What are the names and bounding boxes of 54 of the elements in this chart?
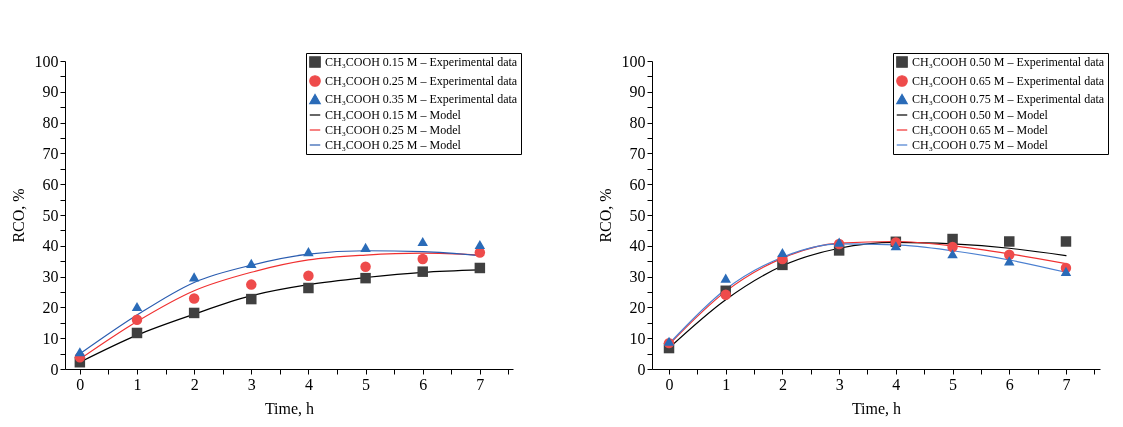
y-axis-title: RCO, %: [596, 188, 614, 243]
x-tick-label: 2: [778, 375, 787, 393]
y-tick-label: 0: [50, 360, 59, 378]
x-tick-label: 3: [835, 375, 844, 393]
x-tick-label: 5: [362, 375, 371, 393]
legend-label: CH₃COOH 0.25 M – Model: [325, 138, 462, 152]
y-tick-label: 80: [42, 114, 59, 132]
y-tick-label: 80: [629, 114, 646, 132]
y-tick-label: 50: [42, 206, 59, 224]
y-tick-label: 30: [42, 268, 59, 286]
y-tick-label: 20: [42, 298, 59, 316]
x-axis-title: Time, h: [264, 399, 315, 417]
legend-label: CH₃COOH 0.65 M – Experimental data: [912, 74, 1105, 88]
legend-label: CH₃COOH 0.15 M – Model: [325, 108, 462, 122]
y-tick-label: 90: [629, 83, 646, 101]
y-tick-label: 40: [42, 237, 59, 255]
x-axis-title: Time, h: [851, 399, 902, 417]
legend-label: CH₃COOH 0.50 M – Model: [912, 108, 1049, 122]
y-tick-label: 90: [42, 83, 59, 101]
y-tick-label: 70: [42, 144, 59, 162]
x-tick-label: 3: [247, 375, 256, 393]
x-tick-label: 2: [190, 375, 199, 393]
x-tick-label: 1: [133, 375, 142, 393]
x-tick-label: 6: [1005, 375, 1014, 393]
y-tick-label: 50: [629, 206, 646, 224]
y-tick-label: 70: [629, 144, 646, 162]
legend-label: CH₃COOH 0.25 M – Model: [325, 123, 462, 137]
x-tick-label: 7: [1062, 375, 1071, 393]
y-tick-label: 10: [42, 329, 59, 347]
x-tick-label: 7: [476, 375, 485, 393]
y-tick-label: 0: [637, 360, 646, 378]
legend-label: CH₃COOH 0.15 M – Experimental data: [325, 55, 518, 69]
y-tick-label: 100: [34, 52, 59, 70]
legend-label: CH₃COOH 0.75 M – Experimental data: [912, 92, 1105, 106]
y-tick-label: 30: [629, 268, 646, 286]
x-tick-label: 1: [722, 375, 731, 393]
x-tick-label: 4: [304, 375, 313, 393]
legend-label: CH₃COOH 0.50 M – Experimental data: [912, 55, 1105, 69]
y-tick-label: 100: [621, 52, 646, 70]
y-tick-label: 20: [629, 298, 646, 316]
x-tick-label: 0: [665, 375, 674, 393]
x-tick-label: 4: [892, 375, 901, 393]
x-tick-label: 5: [949, 375, 958, 393]
y-tick-label: 10: [629, 329, 646, 347]
x-tick-label: 0: [76, 375, 85, 393]
y-axis-title: RCO, %: [9, 188, 27, 243]
legend-label: CH₃COOH 0.65 M – Model: [912, 123, 1049, 137]
legend-label: CH₃COOH 0.75 M – Model: [912, 138, 1049, 152]
y-tick-label: 60: [42, 175, 59, 193]
legend-label: CH₃COOH 0.35 M – Experimental data: [325, 92, 518, 106]
legend-label: CH₃COOH 0.25 M – Experimental data: [325, 74, 518, 88]
y-tick-label: 60: [629, 175, 646, 193]
y-tick-label: 40: [629, 237, 646, 255]
x-tick-label: 6: [419, 375, 428, 393]
